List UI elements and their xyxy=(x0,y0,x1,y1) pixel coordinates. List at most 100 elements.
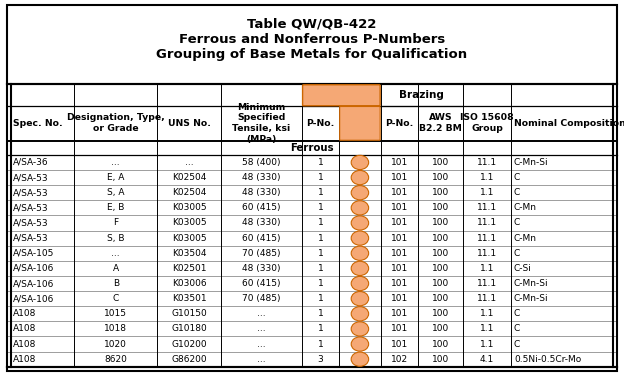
Text: A108: A108 xyxy=(13,355,36,364)
Text: 48 (330): 48 (330) xyxy=(242,219,281,228)
Text: 1: 1 xyxy=(318,294,323,303)
Text: 1: 1 xyxy=(357,279,363,288)
Text: C: C xyxy=(514,188,520,197)
Text: 2: 2 xyxy=(357,249,363,258)
Text: A/SA-53: A/SA-53 xyxy=(13,234,49,243)
Text: 101: 101 xyxy=(391,249,408,258)
Text: 2: 2 xyxy=(357,294,363,303)
Text: 1.1: 1.1 xyxy=(480,324,494,333)
Text: 1018: 1018 xyxy=(104,324,127,333)
Text: K02501: K02501 xyxy=(172,264,207,273)
Text: 100: 100 xyxy=(432,203,449,212)
Text: K03005: K03005 xyxy=(172,219,207,228)
Text: Designation, Type,
or Grade: Designation, Type, or Grade xyxy=(67,114,165,133)
Text: 100: 100 xyxy=(432,234,449,243)
Text: UNS No.: UNS No. xyxy=(168,119,210,128)
Text: 60 (415): 60 (415) xyxy=(242,279,281,288)
Text: 100: 100 xyxy=(432,279,449,288)
Text: C-Si: C-Si xyxy=(514,264,532,273)
Text: C-Mn-Si: C-Mn-Si xyxy=(514,279,548,288)
Text: 101: 101 xyxy=(391,219,408,228)
Text: C: C xyxy=(514,309,520,318)
Text: 100: 100 xyxy=(432,264,449,273)
Text: 11.1: 11.1 xyxy=(477,234,497,243)
Text: Nominal Composition: Nominal Composition xyxy=(514,119,624,128)
Text: C-Mn-Si: C-Mn-Si xyxy=(514,158,548,167)
Text: 1: 1 xyxy=(357,203,363,212)
Text: 1: 1 xyxy=(357,219,363,228)
Text: A/SA-53: A/SA-53 xyxy=(13,219,49,228)
Text: 1: 1 xyxy=(357,188,363,197)
Text: 1: 1 xyxy=(318,309,323,318)
Text: 1: 1 xyxy=(318,173,323,182)
Text: E, A: E, A xyxy=(107,173,124,182)
Text: 1: 1 xyxy=(318,264,323,273)
Text: 100: 100 xyxy=(432,309,449,318)
Text: 1: 1 xyxy=(318,324,323,333)
Text: C: C xyxy=(514,249,520,258)
Text: G10150: G10150 xyxy=(171,309,207,318)
Text: 1: 1 xyxy=(357,264,363,273)
Text: C-Mn: C-Mn xyxy=(514,203,537,212)
Text: Group
No.: Group No. xyxy=(344,114,376,133)
Text: A108: A108 xyxy=(13,309,36,318)
Text: A/SA-53: A/SA-53 xyxy=(13,203,49,212)
Text: 48 (330): 48 (330) xyxy=(242,264,281,273)
Text: 100: 100 xyxy=(432,324,449,333)
Text: 11.1: 11.1 xyxy=(477,203,497,212)
Text: 100: 100 xyxy=(432,294,449,303)
Text: 1: 1 xyxy=(318,339,323,348)
Text: 101: 101 xyxy=(391,324,408,333)
Text: K03504: K03504 xyxy=(172,249,207,258)
Text: 1: 1 xyxy=(318,188,323,197)
Text: Ferrous: Ferrous xyxy=(290,143,334,153)
Text: 11.1: 11.1 xyxy=(477,219,497,228)
Text: E, B: E, B xyxy=(107,203,124,212)
Text: C: C xyxy=(514,324,520,333)
Text: C: C xyxy=(514,173,520,182)
Text: ...: ... xyxy=(257,324,266,333)
Text: 100: 100 xyxy=(432,173,449,182)
Text: K03005: K03005 xyxy=(172,234,207,243)
Text: Grouping of Base Metals for Qualification: Grouping of Base Metals for Qualificatio… xyxy=(157,48,467,61)
Text: ...: ... xyxy=(257,339,266,348)
Text: C: C xyxy=(514,219,520,228)
Text: 3: 3 xyxy=(357,355,363,364)
Text: A/SA-106: A/SA-106 xyxy=(13,264,54,273)
Text: 1.1: 1.1 xyxy=(480,339,494,348)
Text: 48 (330): 48 (330) xyxy=(242,188,281,197)
Text: 11.1: 11.1 xyxy=(477,249,497,258)
Text: A/SA-36: A/SA-36 xyxy=(13,158,49,167)
Text: F: F xyxy=(113,219,119,228)
Text: 48 (330): 48 (330) xyxy=(242,173,281,182)
Text: Welding: Welding xyxy=(318,90,365,100)
Text: 100: 100 xyxy=(432,339,449,348)
Text: 11.1: 11.1 xyxy=(477,279,497,288)
Text: 1.1: 1.1 xyxy=(480,309,494,318)
Text: C: C xyxy=(514,339,520,348)
Text: S, A: S, A xyxy=(107,188,124,197)
Text: 101: 101 xyxy=(391,294,408,303)
Text: G86200: G86200 xyxy=(172,355,207,364)
Text: 1: 1 xyxy=(357,173,363,182)
Text: G10180: G10180 xyxy=(171,324,207,333)
Text: 101: 101 xyxy=(391,339,408,348)
Text: C: C xyxy=(112,294,119,303)
Text: 60 (415): 60 (415) xyxy=(242,203,281,212)
Text: 1.1: 1.1 xyxy=(480,173,494,182)
Text: K03501: K03501 xyxy=(172,294,207,303)
Text: K03005: K03005 xyxy=(172,203,207,212)
Text: ISO 15608
Group: ISO 15608 Group xyxy=(461,114,514,133)
Text: A/SA-105: A/SA-105 xyxy=(13,249,54,258)
Text: 101: 101 xyxy=(391,158,408,167)
Text: 1.1: 1.1 xyxy=(480,264,494,273)
Text: 70 (485): 70 (485) xyxy=(242,249,281,258)
Text: ...: ... xyxy=(112,158,120,167)
Text: 100: 100 xyxy=(432,158,449,167)
Text: C-Mn: C-Mn xyxy=(514,234,537,243)
Text: Table QW/QB-422: Table QW/QB-422 xyxy=(247,18,377,31)
Text: 3: 3 xyxy=(318,355,323,364)
Text: 101: 101 xyxy=(391,309,408,318)
Text: C-Mn-Si: C-Mn-Si xyxy=(514,294,548,303)
Text: 1: 1 xyxy=(318,158,323,167)
